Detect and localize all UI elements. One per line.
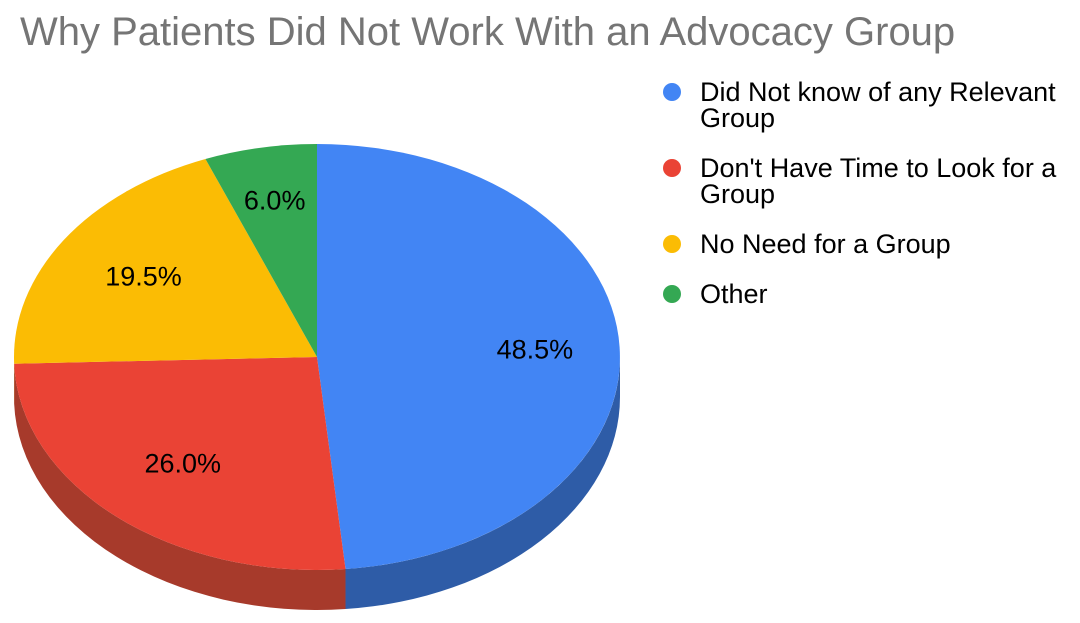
legend: Did Not know of any Relevant Group Don't … [663,77,1061,309]
legend-item-label: Don't Have Time to Look for a Group [700,153,1057,209]
pie-slice-3[interactable] [205,144,317,357]
legend-marker-circle [663,159,681,177]
legend-marker-circle [663,235,681,253]
chart-title: Why Patients Did Not Work With an Advoca… [20,10,956,54]
pie-slice-0[interactable] [317,144,620,570]
legend-item-label: Other [700,279,768,309]
legend-item-3[interactable]: Other [663,279,1061,309]
legend-marker-circle [663,285,681,303]
pie-slice-1[interactable] [14,357,346,570]
legend-item-label: Did Not know of any Relevant Group [700,77,1056,133]
legend-item-1[interactable]: Don't Have Time to Look for a Group [663,153,1061,209]
pie-slice-side-1 [14,363,346,610]
pie-slice-2[interactable] [14,158,317,364]
legend-marker-circle [663,83,681,101]
legend-item-2[interactable]: No Need for a Group [663,229,1061,259]
legend-item-0[interactable]: Did Not know of any Relevant Group [663,77,1061,133]
legend-item-label: No Need for a Group [700,229,951,259]
pie-slice-side-0 [345,357,620,610]
